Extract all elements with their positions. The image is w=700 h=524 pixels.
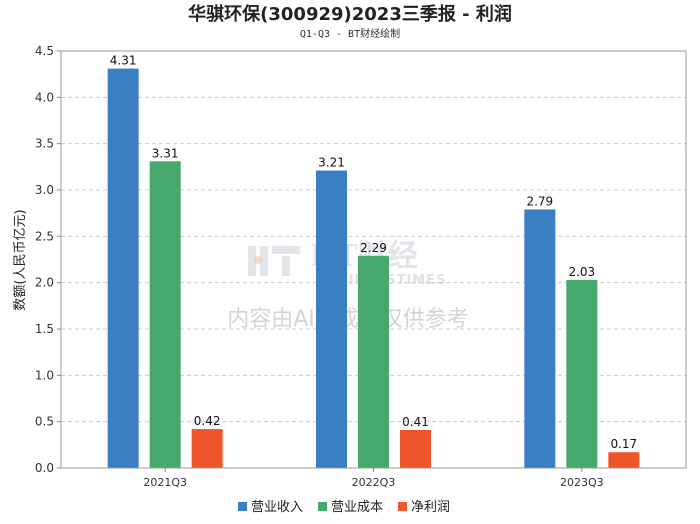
y-tick-label: 3.0 [35, 183, 54, 197]
y-tick-label: 1.5 [35, 322, 54, 336]
value-labels: 4.31 3.31 0.42 3.21 2.29 0.41 2.79 2.03 0.17 [110, 54, 637, 452]
bars [107, 68, 640, 469]
value-label: 2.03 [568, 265, 595, 279]
y-tick-label: 0.5 [35, 415, 54, 429]
x-tick-label: 2023Q3 [560, 476, 604, 489]
bar-0-0 [107, 68, 139, 469]
bar-0-2 [191, 429, 223, 468]
value-label: 2.29 [360, 241, 387, 255]
x-axis-ticks: 2021Q3 2022Q3 2023Q3 [143, 468, 604, 489]
bar-1-0 [316, 170, 347, 469]
bar-0-1 [149, 161, 181, 469]
legend-swatch [238, 502, 247, 511]
y-tick-label: 2.5 [35, 229, 54, 243]
bar-1-2 [400, 430, 431, 468]
y-tick-label: 4.5 [35, 44, 54, 58]
value-label: 4.31 [110, 54, 137, 68]
x-tick-label: 2022Q3 [352, 476, 396, 489]
bar-1-1 [358, 255, 389, 468]
legend-label: 净利润 [411, 500, 450, 515]
bt-logo-icon [248, 246, 300, 276]
value-label: 0.42 [194, 414, 221, 428]
legend-swatch [318, 502, 327, 511]
y-tick-label: 4.0 [35, 90, 54, 104]
value-label: 3.31 [152, 146, 179, 160]
value-label: 3.21 [318, 156, 345, 170]
legend-label: 营业成本 [331, 500, 383, 515]
bar-2-2 [608, 452, 640, 468]
x-tick-label: 2021Q3 [143, 476, 187, 489]
watermark-notice: 内容由AI生成，仅供参考 [227, 307, 469, 332]
legend: 营业收入 营业成本 净利润 [238, 500, 450, 515]
legend-label: 营业收入 [251, 500, 303, 515]
watermark: BT财经 BUSINESSTIMES 内容由AI生成，仅供参考 [227, 239, 469, 332]
bar-2-0 [524, 209, 556, 468]
y-tick-label: 2.0 [35, 276, 54, 290]
y-tick-label: 0.0 [35, 461, 54, 475]
legend-swatch [398, 502, 407, 511]
y-axis-ticks: 0.0 0.5 1.0 1.5 2.0 2.5 3.0 3.5 4.0 4.5 [35, 44, 61, 475]
chart-subtitle: Q1-Q3 - BT财经绘制 [300, 27, 400, 40]
value-label: 0.41 [402, 415, 429, 429]
y-tick-label: 3.5 [35, 137, 54, 151]
chart-title: 华骐环保(300929)2023三季报 - 利润 [188, 3, 512, 25]
y-tick-label: 1.0 [35, 368, 54, 382]
bar-2-1 [566, 279, 598, 468]
y-axis-label: 数额(人民币亿元) [13, 209, 28, 310]
value-label: 2.79 [526, 194, 553, 208]
value-label: 0.17 [610, 437, 637, 451]
